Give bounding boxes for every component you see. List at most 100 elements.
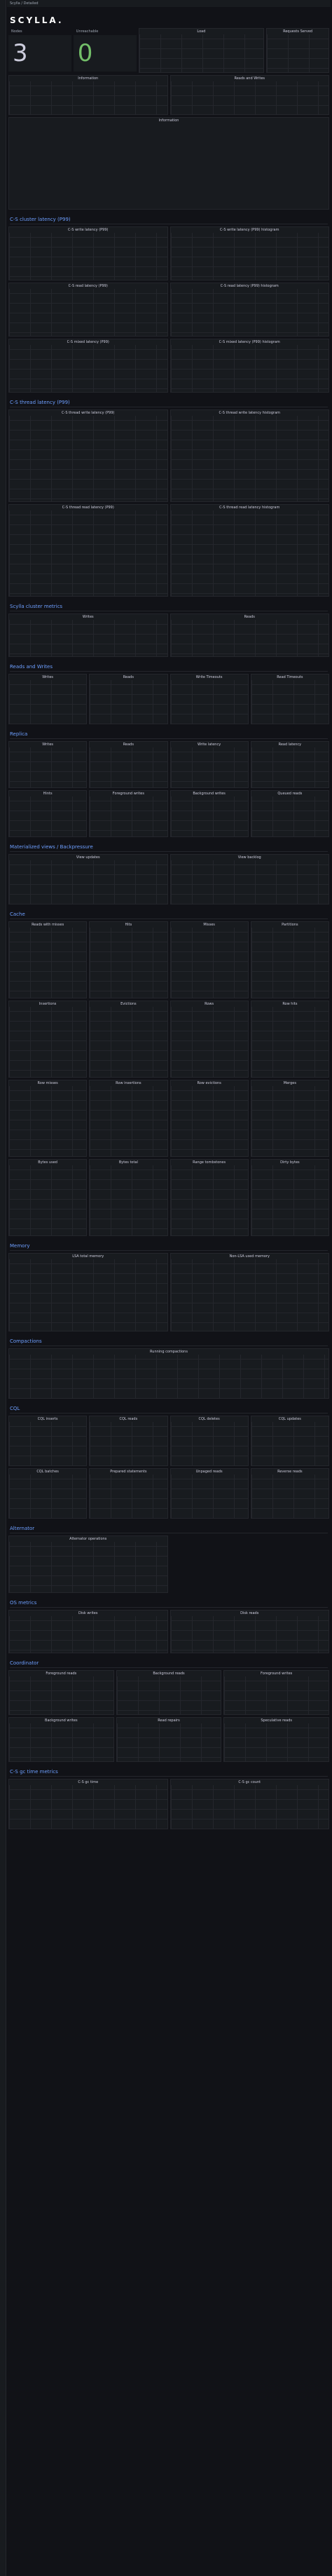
panel-grid: C-S write latency (P99) C-S write latency… [8,226,329,393]
panel: Foreground writes [223,1670,329,1715]
panel: Queued reads [250,790,329,837]
panel: Reads [170,614,329,657]
panel-title: CQL reads [90,1416,167,1422]
section-title[interactable]: Compactions [10,1338,328,1346]
panel-title: CQL batches [9,1469,87,1475]
panel-title: Background reads [116,1671,221,1676]
panel: C-S gc time [8,1779,168,1829]
panel-title: Information [9,76,167,81]
panel-title: C-S mixed latency (P99) [9,339,167,345]
section-title[interactable]: Reads and Writes [10,664,328,672]
panel-title: Reverse reads [251,1469,328,1475]
panel-grid: C-S gc time C-S gc count [8,1779,329,1829]
panel-title: Hits [90,922,167,928]
panel-title: CQL inserts [9,1416,87,1422]
panel-title: Reads [170,614,328,620]
panel: Running compactions [8,1348,329,1399]
panel: Unpaged reads [170,1468,249,1519]
panel-grid: C-S thread write latency (P99) C-S thread… [8,409,329,597]
panel-title: C-S thread read latency (P99) [9,505,167,510]
panel-title: Background writes [170,791,248,796]
section-title[interactable]: C-S thread latency (P99) [10,400,328,407]
top-bar: Scylla / Detailed [7,0,331,7]
panel-title: Read Timeouts [251,674,328,680]
section-title[interactable]: C-S cluster latency (P99) [10,217,328,224]
section-title[interactable]: Scylla cluster metrics [10,604,328,611]
panel: Reads with misses [8,921,88,998]
stat-row: Nodes 3 Unreachable 0 Load Requests Served [8,28,329,73]
panel-title: Dirty bytes [251,1160,328,1165]
section-title[interactable]: Alternator [10,1526,328,1533]
panel-title: Speculative reads [224,1718,328,1723]
panel: View updates [8,854,168,904]
panel-title: Row evictions [170,1080,248,1086]
section-title[interactable]: Coordinator [10,1660,328,1668]
panel: Bytes used [8,1159,88,1236]
section-title[interactable]: Replica [10,731,328,739]
panel: Insertions [8,1001,88,1078]
stat-panel: Unreachable 0 [73,28,137,73]
panel-title: LSA total memory [9,1254,167,1259]
panel-title: Reads [90,742,167,747]
panel-title: Read repairs [116,1718,221,1723]
panel-title: Write Timeouts [170,674,248,680]
panel: C-S mixed latency (P99) [8,339,168,393]
panel: Merges [250,1080,329,1157]
panel-title: Read latency [251,742,328,747]
panel: Speculative reads [223,1717,329,1762]
panel-grid: View updates View backlog [8,854,329,904]
panel-title: Foreground reads [9,1671,113,1676]
panel-title: Bytes used [9,1160,87,1165]
panel-title: View backlog [170,855,328,860]
section-title[interactable]: Materialized views / Backpressure [10,844,328,852]
panel-grid: Writes Reads Write Timeouts Read Timeouts [8,674,329,724]
panel: Partitions [250,921,329,998]
panel-title: Requests Served [267,29,328,34]
panel-title: Disk reads [170,1611,328,1616]
panel-title: View updates [9,855,167,860]
panel: C-S thread read latency histogram [170,504,329,597]
panel-title: Row hits [251,1001,328,1007]
panel-title: Reads [90,674,167,680]
sidebar [0,0,6,2576]
panel-title: Running compactions [9,1349,328,1355]
section-title[interactable]: Memory [10,1243,328,1251]
panel: Row insertions [89,1080,168,1157]
breadcrumb[interactable]: Scylla / Detailed [10,1,39,6]
panel-title: Merges [251,1080,328,1086]
panel-title: Range tombstones [170,1160,248,1165]
panel: Write Timeouts [170,674,249,724]
panel-title: Unpaged reads [170,1469,248,1475]
panel-title: CQL updates [251,1416,328,1422]
panel: C-S write latency (P99) [8,226,168,280]
panel-title: Bytes total [90,1160,167,1165]
panel-title: Hints [9,791,87,796]
panel: C-S thread write latency (P99) [8,409,168,502]
panel: LSA total memory [8,1253,168,1331]
stat-panel: Nodes 3 [8,28,71,73]
panel-title: C-S thread write latency (P99) [9,410,167,416]
panel: Row evictions [170,1080,249,1157]
panel-title: C-S gc time [9,1780,167,1785]
section-title[interactable]: Cache [10,911,328,919]
stat-value: 3 [8,35,71,72]
panel: Writes [8,741,88,788]
panel: C-S read latency (P99) [8,283,168,337]
panel-grid: Foreground reads Background reads Foregrou… [8,1670,329,1762]
panel: C-S write latency (P99) histogram [170,226,329,280]
section-title[interactable]: OS metrics [10,1600,328,1608]
panel-title: Misses [170,922,248,928]
top-row: Information Reads and Writes [8,75,329,115]
panel-title: Row misses [9,1080,87,1086]
panel-grid: Running compactions [8,1348,329,1399]
panel: Background writes [8,1717,114,1762]
panel: Non-LSA used memory [170,1253,329,1331]
section-title[interactable]: CQL [10,1406,328,1414]
panel: Read repairs [116,1717,222,1762]
panel: CQL inserts [8,1416,88,1466]
panel-title: C-S read latency (P99) histogram [170,283,328,289]
section-title[interactable]: C-S gc time metrics [10,1769,328,1777]
panel: Reads and Writes [170,75,329,115]
panel-grid: Disk writes Disk reads [8,1610,329,1653]
